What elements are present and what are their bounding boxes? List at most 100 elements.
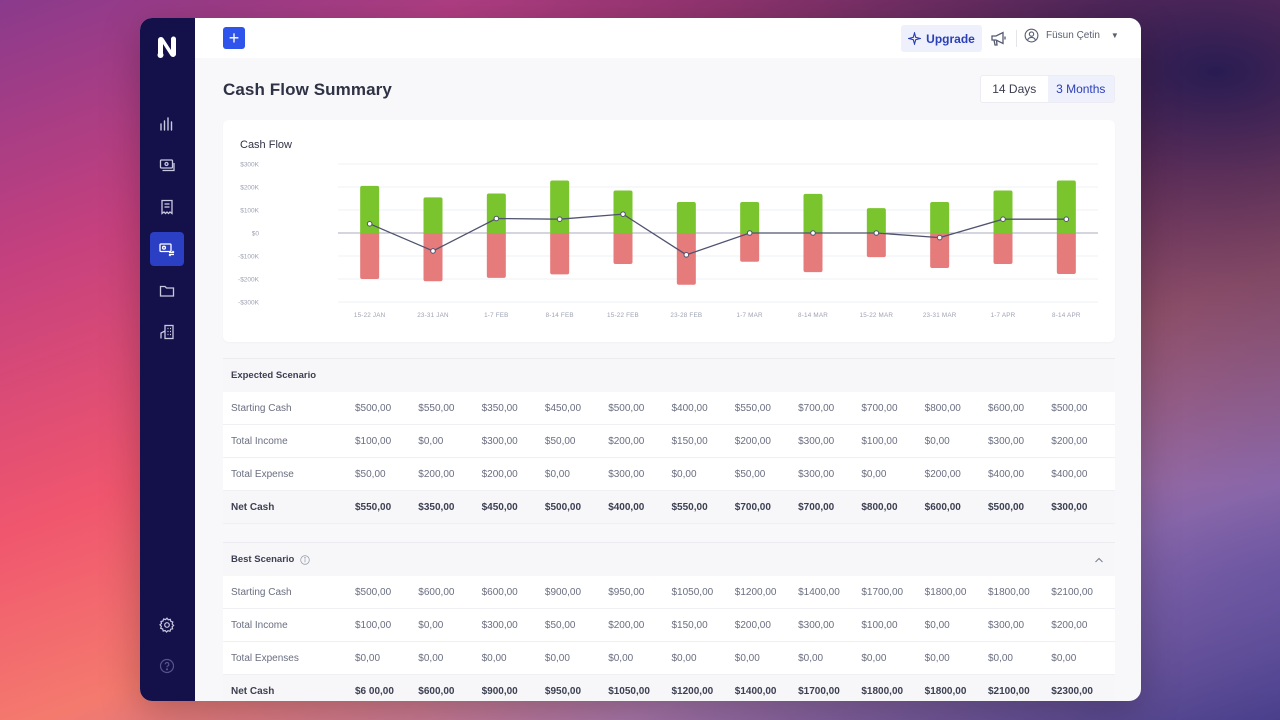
table-cell: $100,00 <box>861 435 898 447</box>
expense-bar <box>550 233 570 275</box>
table-cell: $0,00 <box>924 652 950 664</box>
table-cell: $600,00 <box>418 685 455 697</box>
table-row: Net Cash $550,00 $350,00 $450,00 $500,00 $400… <box>223 491 1115 524</box>
info-icon[interactable] <box>300 554 311 565</box>
table-cell: $0,00 <box>544 652 570 664</box>
table-row: Starting Cash $500,00 $550,00 $350,00 $450,0… <box>223 392 1115 425</box>
net-point <box>366 221 373 227</box>
net-point <box>936 234 943 241</box>
x-tick-label: 15-22 MAR <box>860 312 894 319</box>
upgrade-label: Upgrade <box>926 31 975 46</box>
table-cell: $1400,00 <box>734 685 777 697</box>
sidebar-item-settings[interactable] <box>150 608 184 642</box>
table-cell: $550,00 <box>734 402 771 414</box>
table-cell: $0,00 <box>734 652 760 664</box>
table-row: Net Cash $6 00,00 $600,00 $900,00 $950,00 $10… <box>223 675 1115 701</box>
table-cell: $350,00 <box>481 402 518 414</box>
expense-bar <box>1056 233 1076 274</box>
range-option-14-days[interactable]: 14 Days <box>992 82 1037 96</box>
chevron-up-icon[interactable] <box>1093 554 1105 566</box>
table-cell: $200,00 <box>608 619 645 631</box>
section-title: Best Scenario <box>231 554 295 565</box>
y-tick-label: -$200K <box>238 277 260 284</box>
net-point <box>620 211 626 217</box>
table-cell: $500,00 <box>987 501 1025 513</box>
sidebar-item-help[interactable] <box>150 649 184 683</box>
table-cell: $800,00 <box>861 501 898 513</box>
table-cell: $0,00 <box>987 652 1013 664</box>
chart-title: Cash Flow <box>240 139 292 151</box>
divider <box>1016 30 1017 47</box>
app-window: + Upgrade Füsun Çetin ▼ Cash Flow Summar… <box>140 18 1141 701</box>
table-cell: $450,00 <box>544 402 582 414</box>
x-tick-label: 1-7 MAR <box>737 312 763 319</box>
table-cell: $0,00 <box>418 435 444 447</box>
table-cell: $0,00 <box>924 435 950 447</box>
announcements-button[interactable] <box>990 30 1007 47</box>
user-menu[interactable]: Füsun Çetin ▼ <box>1024 28 1119 43</box>
table-cell: $300,00 <box>798 435 835 447</box>
sidebar-item-payments[interactable] <box>150 148 184 182</box>
table-row: Starting Cash $500,00 $600,00 $600,00 $900,0… <box>223 576 1115 609</box>
income-bar <box>993 190 1013 233</box>
cash-icon <box>159 159 175 172</box>
table-cell: $6 00,00 <box>355 685 394 697</box>
table-cell: $1800,00 <box>861 685 904 697</box>
net-point <box>746 230 753 236</box>
expected-scenario-header: Expected Scenario <box>223 358 1115 392</box>
range-option-3-months[interactable]: 3 Months <box>1047 76 1114 102</box>
table-cell: $2100,00 <box>1051 586 1093 598</box>
table-cell: $50,00 <box>544 619 576 631</box>
x-tick-label: 23-31 JAN <box>417 312 449 319</box>
table-cell: $100,00 <box>861 619 898 631</box>
net-point <box>810 230 816 236</box>
cash-flow-chart: $300K $200K $100K $0 -$100K -$200K -$300K 15-22… <box>238 162 1098 319</box>
table-cell: $1200,00 <box>671 685 714 697</box>
add-button[interactable]: + <box>223 27 245 49</box>
sidebar-item-cash-flow[interactable] <box>150 232 184 266</box>
table-row: Total Expense $50,00 $200,00 $200,00 $0,00 $3… <box>223 458 1115 491</box>
gear-icon <box>159 617 175 633</box>
y-tick-label: -$100K <box>238 254 260 261</box>
table-cell: $200,00 <box>608 435 645 447</box>
row-label: Total Income <box>231 435 288 447</box>
table-cell: $1800,00 <box>987 586 1030 598</box>
table-cell: $300,00 <box>481 619 518 631</box>
table-cell: $800,00 <box>924 402 961 414</box>
table-cell: $200,00 <box>1051 619 1088 631</box>
app-logo-icon[interactable] <box>154 34 180 60</box>
sidebar-item-documents[interactable] <box>150 274 184 308</box>
table-cell: $600,00 <box>418 586 455 598</box>
y-tick-label: -$300K <box>238 300 260 307</box>
table-cell: $900,00 <box>544 586 582 598</box>
sidebar-item-company[interactable] <box>150 315 184 349</box>
expense-bar <box>486 233 506 278</box>
table-cell: $300,00 <box>798 619 835 631</box>
table-cell: $1700,00 <box>798 685 840 697</box>
expense-bar <box>740 233 760 262</box>
table-cell: $1050,00 <box>671 586 714 598</box>
net-point <box>683 252 690 258</box>
x-tick-label: 23-28 FEB <box>670 312 702 319</box>
table-cell: $300,00 <box>798 468 835 480</box>
upgrade-button[interactable]: Upgrade <box>901 25 982 52</box>
y-tick-label: $300K <box>240 162 259 169</box>
table-cell: $700,00 <box>861 402 898 414</box>
income-bar <box>550 180 570 233</box>
row-label: Starting Cash <box>231 586 292 598</box>
expense-bar <box>613 233 633 265</box>
sidebar-item-reports[interactable] <box>150 107 184 141</box>
table-cell: $50,00 <box>734 468 766 480</box>
table-cell: $200,00 <box>1051 435 1088 447</box>
y-tick-label: $100K <box>240 208 259 215</box>
income-bar <box>676 201 696 233</box>
sidebar <box>140 18 195 701</box>
table-cell: $100,00 <box>355 435 392 447</box>
table-cell: $0,00 <box>1051 652 1077 664</box>
table-cell: $1800,00 <box>924 586 967 598</box>
table-cell: $0,00 <box>608 652 634 664</box>
sidebar-item-invoices[interactable] <box>150 190 184 224</box>
user-name: Füsun Çetin <box>1046 30 1100 41</box>
best-scenario-header[interactable]: Best Scenario <box>223 542 1115 576</box>
folder-icon <box>159 285 175 297</box>
